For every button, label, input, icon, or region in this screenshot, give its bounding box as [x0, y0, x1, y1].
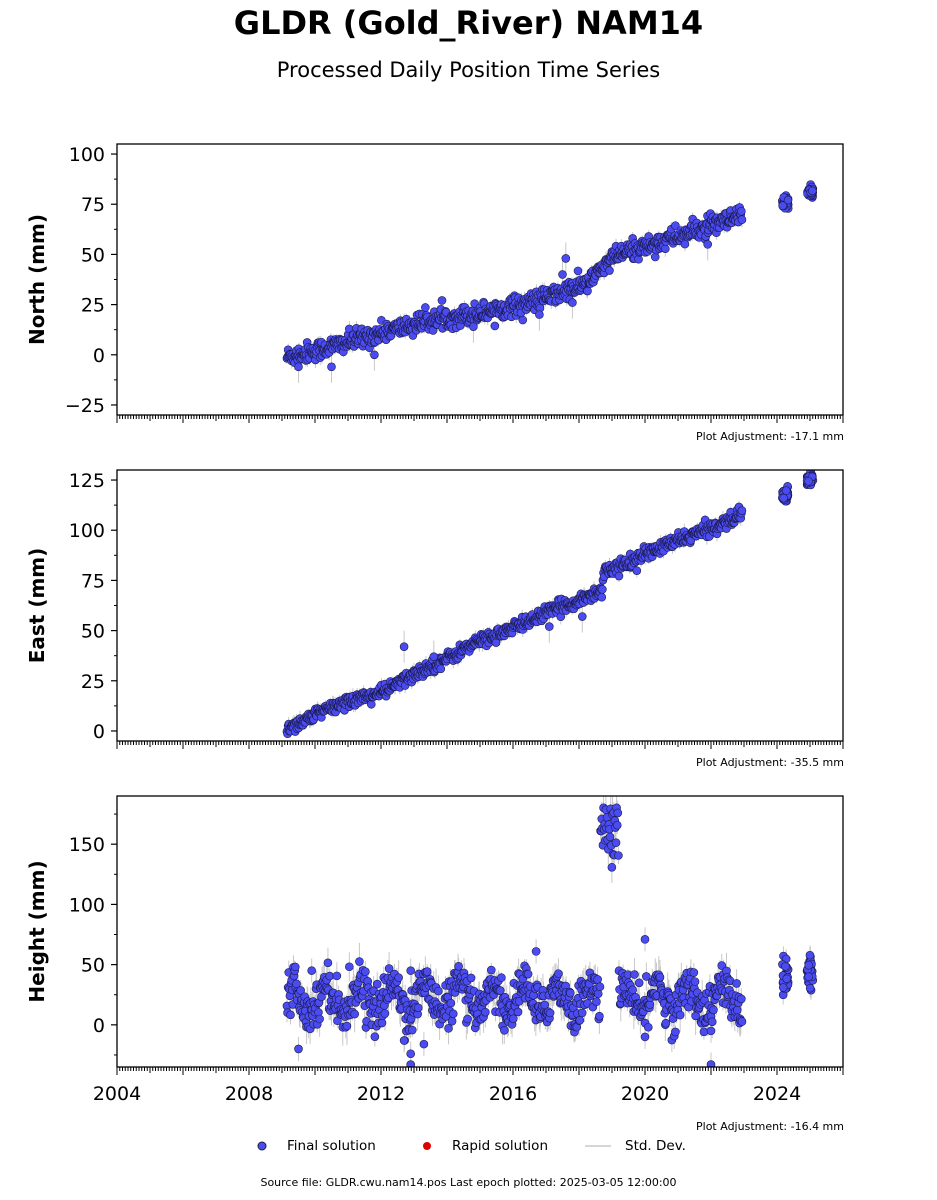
north-ylabel: North (mm): [25, 214, 49, 345]
north-data-point: [778, 201, 787, 211]
north-data-point: [327, 362, 336, 372]
north-plot-frame: [116, 143, 844, 416]
east-points: [282, 470, 818, 739]
height-data-point: [323, 958, 333, 968]
east-ytick-label: 125: [69, 470, 105, 492]
east-data-point: [597, 592, 607, 602]
north-data-point: [490, 321, 500, 331]
north-data-point: [558, 270, 567, 279]
north-data-point: [370, 350, 379, 360]
north-data-point: [421, 303, 430, 312]
north-data-point: [437, 296, 447, 305]
north-data-point: [650, 252, 660, 262]
height-std-dev-bars: [286, 796, 814, 1067]
north-data-point: [561, 254, 571, 263]
height-data-point: [342, 1021, 352, 1031]
north-data-point: [573, 266, 583, 276]
east-data-point: [614, 571, 624, 581]
height-data-point: [355, 957, 364, 966]
north-ytick-label: 75: [81, 194, 105, 216]
chart-title: GLDR (Gold_River) NAM14: [233, 4, 704, 42]
east-ytick-label: 50: [81, 621, 105, 643]
north-data-point: [737, 215, 747, 225]
north-ytick-label: −25: [65, 395, 105, 417]
north-data-point: [518, 315, 528, 325]
height-data-point: [286, 1010, 295, 1020]
north-ytick-label: 100: [69, 144, 105, 166]
north-ytick-label: 0: [93, 345, 105, 367]
north-data-point: [661, 244, 670, 254]
north-data-point: [783, 195, 793, 205]
east-ytick-label: 100: [69, 520, 105, 542]
east-data-point: [632, 566, 642, 575]
height-data-point: [332, 971, 342, 981]
east-data-point: [399, 642, 409, 651]
height-data-point: [345, 962, 354, 972]
north-data-point: [568, 298, 577, 307]
chart-subtitle: Processed Daily Position Time Series: [276, 58, 661, 82]
north-data-point: [737, 207, 746, 216]
east-data-point: [804, 476, 813, 486]
height-data-point: [296, 986, 305, 995]
east-ytick-label: 25: [81, 671, 105, 693]
north-data-point: [808, 186, 817, 196]
north-data-point: [583, 286, 592, 296]
east-ylabel: East (mm): [25, 548, 49, 664]
north-data-point: [535, 310, 544, 319]
height-points: [282, 803, 818, 1067]
east-data-point: [781, 486, 791, 495]
north-data-point: [469, 322, 478, 331]
east-ytick-label: 75: [81, 570, 105, 592]
north-points: [282, 180, 818, 372]
east-data-point: [737, 506, 747, 515]
height-data-point: [370, 1032, 380, 1041]
height-data-point: [315, 1014, 324, 1024]
east-data-point: [366, 699, 376, 709]
north-data-point: [671, 221, 680, 230]
height-data-point: [325, 971, 335, 981]
east-data-point: [429, 652, 439, 661]
height-data-point: [350, 1009, 359, 1019]
height-data-point: [361, 967, 370, 976]
east-data-point: [577, 612, 587, 621]
north-data-point: [294, 362, 303, 372]
east-data-point: [544, 622, 554, 631]
north-ytick-label: 50: [81, 244, 105, 266]
east-data-point: [436, 664, 446, 674]
east-data-point: [779, 493, 788, 503]
east-ytick-label: 0: [93, 721, 105, 743]
east-data-point: [598, 585, 607, 594]
north-data-point: [703, 240, 713, 249]
north-ytick-label: 25: [81, 295, 105, 317]
north-data-point: [605, 266, 614, 275]
height-data-point: [290, 962, 300, 972]
